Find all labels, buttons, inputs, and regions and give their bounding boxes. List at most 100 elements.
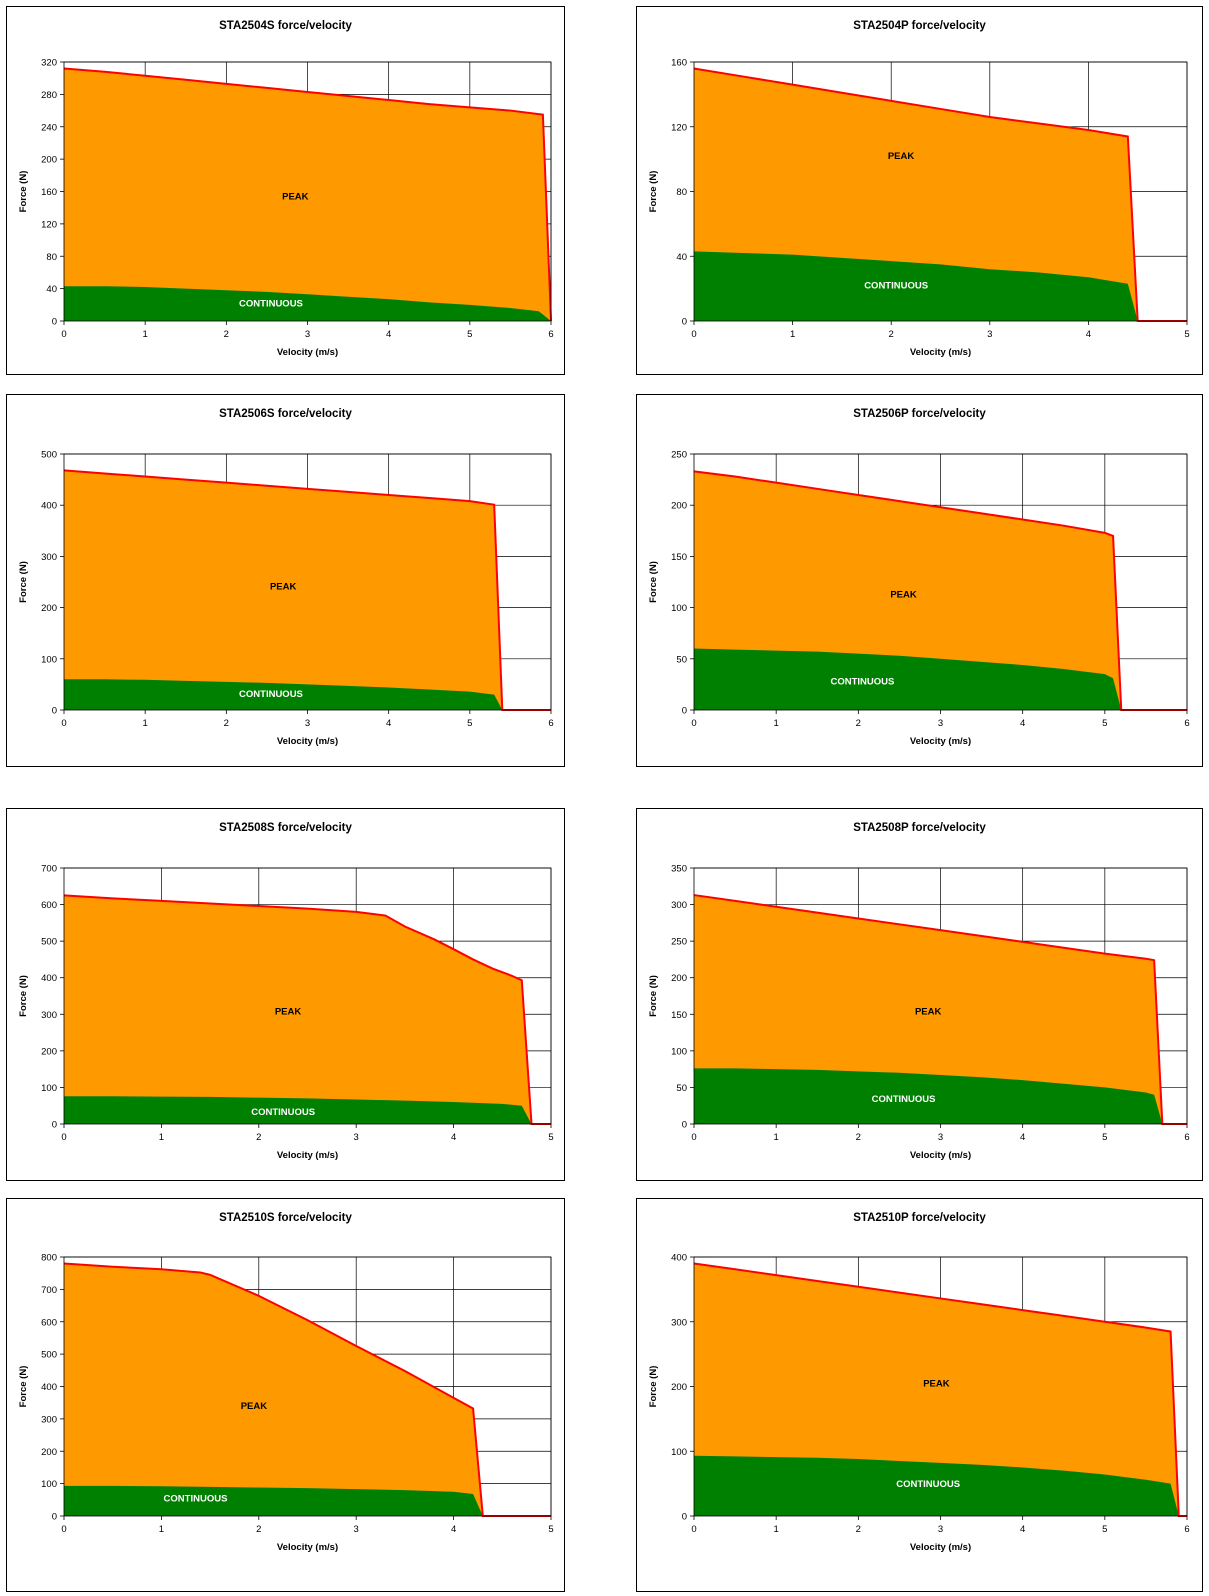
peak-outline	[693, 1262, 1187, 1517]
peak-region-label: PEAK	[890, 589, 917, 600]
chart-panel-sta2508s: STA2508S force/velocity 0 100 200 300 400 500 6…	[6, 808, 565, 1181]
y-tick-label: 80	[46, 252, 57, 263]
x-tick-label: 6	[548, 718, 553, 729]
peak-region-label: PEAK	[915, 1006, 942, 1017]
y-axis-label: Force (N)	[18, 561, 29, 603]
x-tick-label: 4	[386, 329, 391, 340]
y-tick-label: 200	[41, 155, 57, 166]
y-tick-label: 100	[41, 1083, 57, 1094]
y-tick-label: 280	[41, 90, 57, 101]
y-tick-label: 0	[52, 1120, 57, 1131]
continuous-region-label: CONTINUOUS	[872, 1094, 936, 1105]
y-tick-label: 700	[41, 864, 57, 875]
x-tick-label: 6	[1184, 718, 1189, 729]
x-tick-label: 1	[774, 718, 779, 729]
peak-region-label: PEAK	[923, 1379, 950, 1390]
x-tick-label: 1	[790, 329, 795, 340]
peak-outline	[693, 67, 1187, 322]
x-tick-label: 2	[856, 1524, 861, 1535]
y-tick-label: 350	[671, 864, 687, 875]
x-tick-label: 4	[1020, 1524, 1025, 1535]
x-axis-label: Velocity (m/s)	[910, 347, 971, 358]
y-tick-label: 250	[671, 937, 687, 948]
x-tick-label: 3	[305, 718, 310, 729]
continuous-region-label: CONTINUOUS	[896, 1479, 960, 1490]
y-tick-label: 40	[46, 284, 57, 295]
plot-frame	[63, 867, 552, 1125]
y-axis-label: Force (N)	[18, 1366, 29, 1408]
y-tick-label: 600	[41, 900, 57, 911]
x-tick-label: 2	[224, 329, 229, 340]
x-tick-label: 0	[61, 1524, 66, 1535]
y-tick-label: 200	[671, 501, 687, 512]
peak-outline	[63, 894, 551, 1125]
continuous-region-label: CONTINUOUS	[239, 689, 303, 700]
continuous-area	[64, 679, 551, 710]
y-tick-label: 100	[41, 654, 57, 665]
x-tick-label: 1	[143, 329, 148, 340]
continuous-area	[64, 1485, 551, 1516]
chart-svg: STA2508S force/velocity 0 100 200 300 400 500 6…	[18, 822, 554, 1161]
x-tick-label: 2	[856, 1132, 861, 1143]
y-tick-label: 500	[41, 937, 57, 948]
continuous-region-label: CONTINUOUS	[251, 1107, 315, 1118]
x-tick-label: 3	[938, 1524, 943, 1535]
y-tick-label: 160	[41, 187, 57, 198]
peak-region-label: PEAK	[270, 582, 297, 593]
x-tick-label: 4	[1086, 329, 1091, 340]
chart-title: STA2510P force/velocity	[853, 1212, 986, 1224]
continuous-area	[694, 1455, 1187, 1516]
y-tick-label: 300	[41, 1414, 57, 1425]
y-tick-label: 300	[41, 552, 57, 563]
y-tick-label: 0	[52, 1512, 57, 1523]
x-tick-label: 0	[691, 1524, 696, 1535]
y-tick-label: 800	[41, 1253, 57, 1264]
y-tick-label: 200	[41, 603, 57, 614]
x-tick-label: 6	[548, 329, 553, 340]
y-tick-label: 0	[52, 317, 57, 328]
x-tick-label: 2	[256, 1524, 261, 1535]
chart-panel-sta2506p: STA2506P force/velocity 0 50 100 150 200 250 0 1…	[636, 394, 1203, 767]
chart-panel-sta2508p: STA2508P force/velocity 0 50 100 150 200 250 30…	[636, 808, 1203, 1181]
y-tick-label: 0	[682, 1120, 687, 1131]
chart-svg: STA2510P force/velocity 0 100 200 300 400 0 1 2 3…	[648, 1212, 1190, 1553]
x-tick-label: 3	[938, 1132, 943, 1143]
peak-outline	[693, 894, 1187, 1125]
continuous-area	[64, 1096, 551, 1124]
y-tick-label: 250	[671, 450, 687, 461]
chart-title: STA2506S force/velocity	[219, 408, 352, 420]
chart-title: STA2508P force/velocity	[853, 822, 986, 834]
chart-title: STA2506P force/velocity	[853, 408, 986, 420]
y-tick-label: 320	[41, 58, 57, 69]
x-tick-label: 0	[61, 1132, 66, 1143]
peak-region-label: PEAK	[282, 192, 309, 203]
y-axis-label: Force (N)	[18, 171, 29, 213]
y-tick-label: 50	[676, 654, 687, 665]
y-tick-label: 400	[41, 1382, 57, 1393]
chart-svg: STA2510S force/velocity 0 100 200 300 400 500 6…	[18, 1212, 554, 1553]
y-tick-label: 100	[41, 1479, 57, 1490]
peak-outline	[693, 470, 1187, 711]
chart-panel-sta2510s: STA2510S force/velocity 0 100 200 300 400 500 6…	[6, 1198, 565, 1592]
x-tick-label: 1	[143, 718, 148, 729]
y-tick-label: 50	[676, 1083, 687, 1094]
x-tick-label: 0	[691, 329, 696, 340]
x-tick-label: 1	[774, 1524, 779, 1535]
peak-region-label: PEAK	[275, 1006, 302, 1017]
x-tick-label: 6	[1184, 1524, 1189, 1535]
continuous-region-label: CONTINUOUS	[164, 1493, 228, 1504]
y-tick-label: 200	[41, 1046, 57, 1057]
x-tick-label: 1	[774, 1132, 779, 1143]
y-tick-label: 0	[682, 706, 687, 717]
y-tick-label: 100	[671, 1447, 687, 1458]
y-tick-label: 150	[671, 552, 687, 563]
chart-svg: STA2506S force/velocity 0 100 200 300 400 500 0…	[18, 408, 554, 747]
x-tick-label: 5	[467, 718, 472, 729]
peak-area	[64, 895, 551, 1124]
y-axis-label: Force (N)	[648, 1366, 659, 1408]
y-tick-label: 120	[41, 219, 57, 230]
peak-area	[694, 1263, 1187, 1516]
continuous-area	[694, 648, 1187, 710]
x-tick-label: 4	[451, 1524, 456, 1535]
y-tick-label: 100	[671, 603, 687, 614]
